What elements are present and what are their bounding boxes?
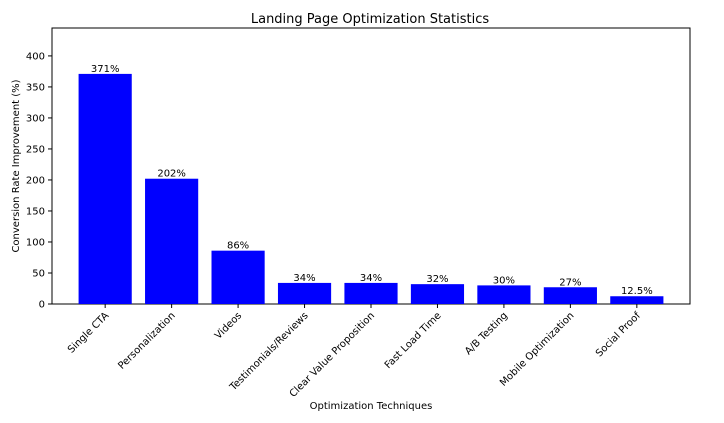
y-tick-label: 250 xyxy=(26,144,45,155)
bar-data-label: 27% xyxy=(559,277,581,288)
bar-data-label: 32% xyxy=(426,274,448,285)
bar xyxy=(211,250,265,304)
bar xyxy=(477,285,531,304)
y-tick-label: 0 xyxy=(39,300,45,311)
x-tick-label: Single CTA xyxy=(66,310,111,355)
y-axis: 0 50 100 150 200 250 300 350 400 xyxy=(26,51,52,311)
y-tick-label: 50 xyxy=(32,268,45,279)
y-tick-label: 350 xyxy=(26,82,45,93)
x-tick-label: Personalization xyxy=(116,310,177,371)
x-axis: Single CTA Personalization VideosTestimoni… xyxy=(66,304,643,400)
bar xyxy=(543,287,597,304)
y-tick-label: 100 xyxy=(26,237,45,248)
x-tick-label: Fast Load Time xyxy=(383,310,444,371)
bars xyxy=(78,73,664,304)
bar-data-label: 12.5% xyxy=(621,286,653,297)
bar xyxy=(410,284,465,304)
x-tick-label: Mobile Optimization xyxy=(498,310,576,388)
x-tick-label: Videos xyxy=(213,310,244,341)
bar xyxy=(78,73,132,304)
bar-data-label: 30% xyxy=(493,275,515,286)
y-axis-label: Conversion Rate Improvement (%) xyxy=(11,79,22,252)
x-axis-label: Optimization Techniques xyxy=(310,401,433,412)
y-tick-label: 400 xyxy=(26,51,45,62)
bar-data-label: 371% xyxy=(91,64,120,75)
bar xyxy=(610,296,664,304)
x-tick-label: A/B Testing xyxy=(463,310,510,357)
bar-data-label: 202% xyxy=(157,169,186,180)
bar xyxy=(344,282,398,304)
y-tick-label: 200 xyxy=(26,175,45,186)
y-tick-label: 150 xyxy=(26,206,45,217)
x-tick-label: Social Proof xyxy=(594,310,643,359)
bar-data-label: 34% xyxy=(360,273,382,284)
bar xyxy=(277,282,332,304)
data-labels: 371% 202% 86% 34% 34% 32% 30% 27% 12.5% xyxy=(91,64,653,297)
bar-data-label: 86% xyxy=(227,241,249,252)
bar xyxy=(145,178,199,304)
bar-data-label: 34% xyxy=(293,273,315,284)
y-tick-label: 300 xyxy=(26,113,45,124)
chart-title: Landing Page Optimization Statistics xyxy=(251,12,489,27)
